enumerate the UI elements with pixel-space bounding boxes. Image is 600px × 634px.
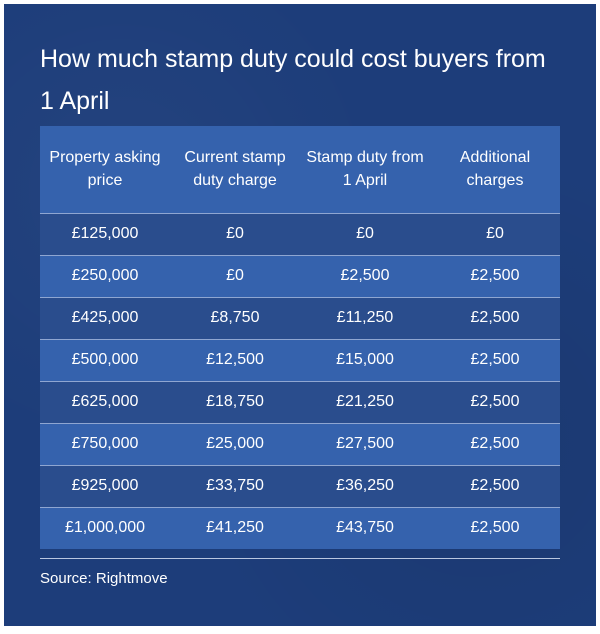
cell-asking-price: £1,000,000 bbox=[64, 519, 146, 537]
cell-asking-price: £500,000 bbox=[71, 351, 139, 368]
cell-from-april: £21,250 bbox=[336, 393, 394, 410]
table-row: £500,000 £12,500 £15,000 £2,500 bbox=[40, 339, 560, 381]
table-row: £125,000 £0 £0 £0 bbox=[40, 213, 560, 255]
cell-current-charge: £18,750 bbox=[206, 393, 264, 410]
table-row: £925,000 £33,750 £36,250 £2,500 bbox=[40, 465, 560, 507]
cell-current-charge: £33,750 bbox=[206, 477, 264, 494]
cell-asking-price: £750,000 bbox=[71, 435, 139, 452]
header-current-charge: Current stamp duty charge bbox=[184, 149, 286, 190]
cell-asking-price: £425,000 bbox=[71, 309, 139, 326]
cell-current-charge: £8,750 bbox=[210, 309, 260, 326]
cell-additional: £0 bbox=[486, 225, 504, 242]
cell-additional: £2,500 bbox=[470, 519, 520, 537]
table-row: £250,000 £0 £2,500 £2,500 bbox=[40, 255, 560, 297]
cell-asking-price: £125,000 bbox=[71, 225, 139, 242]
cell-asking-price: £625,000 bbox=[71, 393, 139, 410]
cell-from-april: £15,000 bbox=[336, 351, 394, 368]
cell-current-charge: £12,500 bbox=[206, 351, 264, 368]
table-row: £625,000 £18,750 £21,250 £2,500 bbox=[40, 381, 560, 423]
table-row: £750,000 £25,000 £27,500 £2,500 bbox=[40, 423, 560, 465]
cell-additional: £2,500 bbox=[470, 351, 520, 368]
cell-from-april: £43,750 bbox=[336, 519, 394, 537]
cell-additional: £2,500 bbox=[470, 477, 520, 494]
cell-from-april: £2,500 bbox=[340, 267, 390, 284]
cell-asking-price: £250,000 bbox=[71, 267, 139, 284]
table-header-row: Property asking price Current stamp duty… bbox=[40, 126, 560, 213]
header-from-april: Stamp duty from 1 April bbox=[306, 149, 424, 190]
chart-title: How much stamp duty could cost buyers fr… bbox=[40, 45, 546, 115]
table-body: £125,000 £0 £0 £0 £250,000 £0 £2,500 £2,500 £425… bbox=[40, 213, 560, 549]
cell-from-april: £36,250 bbox=[336, 477, 394, 494]
cell-current-charge: £41,250 bbox=[206, 519, 264, 537]
cell-additional: £2,500 bbox=[470, 435, 520, 452]
stamp-duty-table: Property asking price Current stamp duty… bbox=[40, 126, 560, 549]
cell-from-april: £11,250 bbox=[336, 309, 394, 326]
cell-from-april: £27,500 bbox=[336, 435, 394, 452]
source-divider bbox=[40, 558, 560, 559]
table-row: £1,000,000 £41,250 £43,750 £2,500 bbox=[40, 507, 560, 549]
cell-additional: £2,500 bbox=[470, 309, 520, 326]
cell-current-charge: £25,000 bbox=[206, 435, 264, 452]
cell-from-april: £0 bbox=[356, 225, 374, 242]
cell-asking-price: £925,000 bbox=[71, 477, 139, 494]
chart-card: How much stamp duty could cost buyers fr… bbox=[4, 4, 596, 626]
cell-current-charge: £0 bbox=[226, 225, 244, 242]
table-row: £425,000 £8,750 £11,250 £2,500 bbox=[40, 297, 560, 339]
cell-additional: £2,500 bbox=[470, 393, 520, 410]
header-property-price: Property asking price bbox=[49, 149, 161, 190]
header-additional: Additional charges bbox=[459, 149, 531, 190]
cell-current-charge: £0 bbox=[226, 267, 244, 284]
source-note: Source: Rightmove bbox=[40, 570, 168, 587]
cell-additional: £2,500 bbox=[470, 267, 520, 284]
